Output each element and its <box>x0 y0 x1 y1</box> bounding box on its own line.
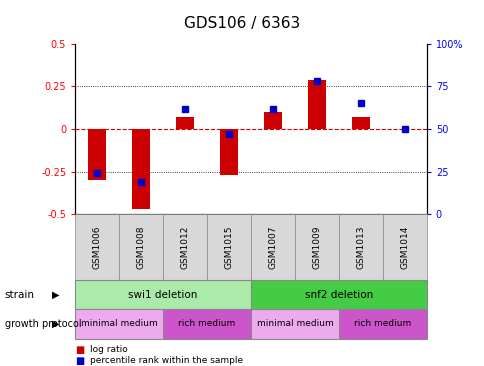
Bar <box>251 280 426 309</box>
Text: GSM1012: GSM1012 <box>180 225 189 269</box>
Bar <box>307 80 325 129</box>
Text: growth protocol: growth protocol <box>5 319 81 329</box>
Text: snf2 deletion: snf2 deletion <box>304 290 372 300</box>
Bar <box>132 129 150 209</box>
Bar <box>351 117 369 129</box>
Bar <box>264 112 281 129</box>
Bar <box>88 129 106 180</box>
Bar <box>207 214 251 280</box>
Bar <box>251 214 294 280</box>
Bar <box>119 214 163 280</box>
Text: rich medium: rich medium <box>178 320 235 328</box>
Text: swi1 deletion: swi1 deletion <box>128 290 197 300</box>
Text: percentile rank within the sample: percentile rank within the sample <box>90 356 242 365</box>
Text: log ratio: log ratio <box>90 345 127 354</box>
Text: minimal medium: minimal medium <box>81 320 157 328</box>
Bar <box>382 214 426 280</box>
Bar <box>338 214 382 280</box>
Text: GSM1014: GSM1014 <box>399 225 408 269</box>
Text: strain: strain <box>5 290 35 300</box>
Text: minimal medium: minimal medium <box>256 320 333 328</box>
Bar <box>294 214 338 280</box>
Text: GSM1006: GSM1006 <box>92 225 102 269</box>
Text: ■: ■ <box>75 355 84 366</box>
Text: GSM1015: GSM1015 <box>224 225 233 269</box>
Bar <box>338 309 426 339</box>
Bar <box>251 309 338 339</box>
Text: GDS106 / 6363: GDS106 / 6363 <box>184 16 300 31</box>
Bar <box>75 214 119 280</box>
Text: ▶: ▶ <box>52 319 60 329</box>
Text: GSM1009: GSM1009 <box>312 225 321 269</box>
Text: ■: ■ <box>75 344 84 355</box>
Text: ▶: ▶ <box>52 290 60 300</box>
Text: rich medium: rich medium <box>353 320 410 328</box>
Bar <box>220 129 237 175</box>
Bar <box>176 117 194 129</box>
Text: GSM1008: GSM1008 <box>136 225 145 269</box>
Bar <box>163 309 251 339</box>
Bar <box>75 280 251 309</box>
Text: GSM1013: GSM1013 <box>356 225 364 269</box>
Bar <box>75 309 163 339</box>
Text: GSM1007: GSM1007 <box>268 225 277 269</box>
Bar <box>163 214 207 280</box>
